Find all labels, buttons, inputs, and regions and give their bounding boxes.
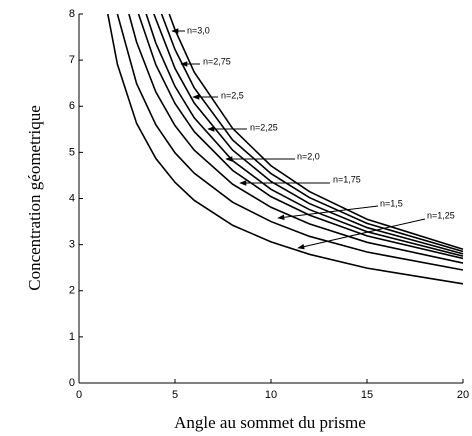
annotation: n=2,25 [250,122,278,132]
x-tick-label: 5 [172,389,178,401]
curve [160,14,464,253]
curve [128,14,464,264]
curve [168,14,464,251]
annotation: n=2,0 [297,151,320,161]
curve [153,14,464,255]
y-tick-label: 7 [69,54,75,66]
annotation-arrow [277,205,379,221]
y-tick-label: 6 [69,100,75,112]
x-tick-label: 20 [457,389,469,401]
plot-area [107,14,464,285]
y-tick-label: 0 [69,377,75,389]
x-axis-label: Angle au sommet du prisme [174,413,366,432]
y-axis-label: Concentration géometrique [25,105,44,291]
y-tick-label: 3 [69,239,75,251]
y-tick-label: 8 [69,8,75,20]
curve [107,14,464,285]
annotation: n=2,75 [203,56,231,66]
y-tick-label: 5 [69,146,75,158]
annotation: n=2,5 [221,90,244,100]
x-tick-label: 10 [265,389,277,401]
y-tick-label: 4 [69,192,75,204]
curve [145,14,464,257]
y-tick-label: 1 [69,331,75,343]
annotation-arrow [297,218,426,250]
x-tick-label: 0 [76,389,82,401]
annotation: n=1,5 [380,198,403,208]
y-tick-label: 2 [69,285,75,297]
curve [137,14,464,260]
annotation: n=1,25 [427,210,455,220]
x-tick-label: 15 [361,389,373,401]
curve [116,14,464,271]
annotation: n=1,75 [333,174,361,184]
annotation: n=3,0 [187,25,210,35]
